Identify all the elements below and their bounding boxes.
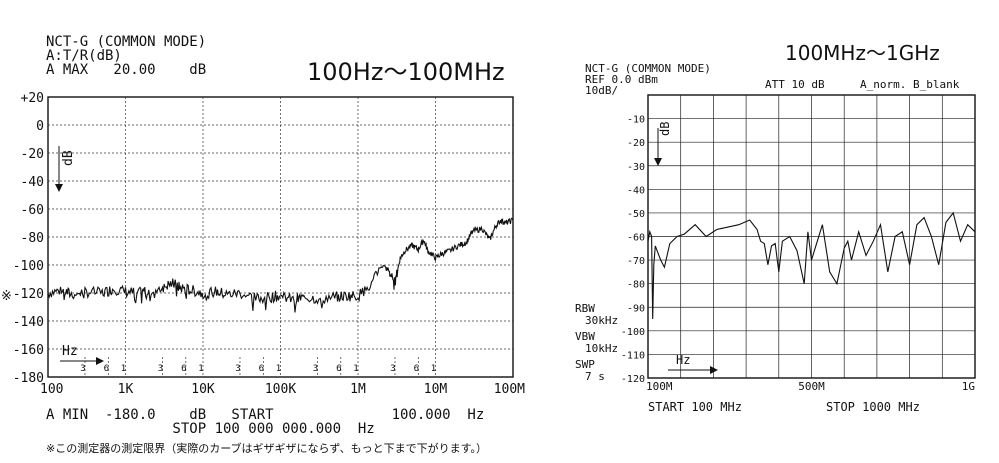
right-unit-arrow-head — [654, 158, 662, 166]
left-minor-digit: 3 — [80, 364, 85, 374]
left-minor-digit: 6 — [104, 364, 109, 374]
left-grid — [48, 97, 513, 377]
right-header-line-1: NCT-G (COMMON MODE) — [585, 62, 711, 75]
left-y-tick-label: -120 — [13, 287, 44, 302]
right-grid — [648, 95, 975, 378]
left-y-tick-label: +20 — [21, 91, 44, 106]
right-y-tick-label: -80 — [627, 280, 645, 291]
left-x-tick-label: 1K — [118, 382, 134, 397]
right-side-label: 30kHz — [585, 314, 618, 327]
left-y-tick-label: -160 — [13, 343, 44, 358]
right-y-tick-label: -110 — [621, 350, 645, 361]
right-x-axis-arrow-head — [710, 366, 718, 374]
right-footer-start: START 100 MHz — [648, 400, 742, 414]
right-side-label: RBW — [575, 302, 595, 315]
left-y-axis: +20 0 -20 -40 -60 -80 -100 -120 -140 -160 -180 — [13, 91, 44, 386]
left-limit-marker: ※ — [1, 289, 12, 304]
left-y-tick-label: 0 — [36, 119, 44, 134]
left-minor-digits: 3 6 1 3 6 1 3 6 1 3 6 1 3 6 1 — [80, 364, 436, 374]
left-y-tick-label: -20 — [21, 147, 44, 162]
right-y-tick-label: -60 — [627, 233, 645, 244]
left-x-axis-arrow-head — [96, 357, 104, 365]
left-minor-digit: 1 — [276, 364, 281, 374]
left-minor-digit: 1 — [431, 364, 436, 374]
left-minor-digit: 3 — [390, 364, 395, 374]
right-y-axis: -10 -20 -30 -40 -50 -60 -70 -80 -90 -100 -110 -120 — [621, 115, 645, 385]
right-y-tick-label: -30 — [627, 162, 645, 173]
right-x-tick-label: 1G — [962, 380, 975, 393]
right-chart-title: 100MHz〜1GHz — [785, 41, 940, 65]
left-minor-digit: 3 — [235, 364, 240, 374]
right-y-tick-label: -70 — [627, 256, 645, 267]
left-header-line-3: A MAX 20.00 dB — [46, 62, 206, 78]
left-header-line-2: A:T/R(dB) — [46, 48, 122, 64]
left-chart-title: 100Hz〜100MHz — [307, 58, 505, 86]
left-minor-digit: 6 — [259, 364, 264, 374]
right-trace-label: A_norm. B_blank — [860, 78, 960, 91]
left-minor-digit: 6 — [181, 364, 186, 374]
right-y-tick-label: -90 — [627, 303, 645, 314]
right-y-tick-label: -120 — [621, 374, 645, 385]
right-y-tick-label: -10 — [627, 115, 645, 126]
right-header-line-2: REF 0.0 dBm — [585, 73, 658, 86]
left-footer-line-2: STOP 100 000 000.000 Hz — [46, 421, 375, 437]
left-y-tick-label: -40 — [21, 175, 44, 190]
left-x-tick-label: 100K — [265, 382, 296, 397]
left-x-tick-label: 1M — [350, 382, 366, 397]
left-y-tick-label: -100 — [13, 259, 44, 274]
right-header-line-3: 10dB/ — [585, 84, 618, 97]
right-x-tick-label: 100M — [646, 380, 673, 393]
right-x-axis-label: Hz — [676, 353, 690, 367]
left-x-tick-label: 100M — [494, 382, 525, 397]
right-unit-label: dB — [658, 122, 672, 136]
right-side-label: SWP — [575, 358, 595, 371]
left-minor-digit: 1 — [353, 364, 358, 374]
left-y-tick-label: -60 — [21, 203, 44, 218]
right-y-tick-label: -40 — [627, 185, 645, 196]
right-y-tick-label: -100 — [621, 327, 645, 338]
left-minor-digit: 3 — [158, 364, 163, 374]
right-x-tick-label: 500M — [798, 380, 825, 393]
left-minor-digit: 1 — [121, 364, 126, 374]
left-x-tick-label: 100 — [40, 382, 63, 397]
right-side-label: 10kHz — [585, 342, 618, 355]
left-minor-digit: 6 — [414, 364, 419, 374]
left-minor-digit: 3 — [313, 364, 318, 374]
left-x-tick-label: 10M — [424, 382, 448, 397]
right-side-label: VBW — [575, 330, 595, 343]
right-footer-stop: STOP 1000 MHz — [826, 400, 920, 414]
left-x-tick-label: 10K — [191, 382, 215, 397]
right-x-axis: 100M 500M 1G — [646, 380, 975, 393]
left-y-tick-label: -180 — [13, 371, 44, 386]
right-side-label: 7 s — [585, 370, 605, 383]
left-x-axis-label: Hz — [62, 344, 78, 359]
left-x-axis: 100 1K 10K 100K 1M 10M 100M — [40, 382, 525, 397]
left-unit-arrow-head — [55, 184, 63, 192]
right-y-tick-label: -50 — [627, 209, 645, 220]
left-minor-digit: 1 — [198, 364, 203, 374]
left-footer-line-1: A MIN -180.0 dB START 100.000 Hz — [46, 407, 484, 423]
right-att-label: ATT 10 dB — [765, 78, 825, 91]
right-series-line — [647, 211, 976, 320]
left-minor-digit: 6 — [336, 364, 341, 374]
left-y-tick-label: -140 — [13, 315, 44, 330]
left-y-tick-label: -80 — [21, 231, 44, 246]
right-y-tick-label: -20 — [627, 138, 645, 149]
left-header-line-1: NCT-G (COMMON MODE) — [46, 34, 206, 50]
left-series-line — [47, 217, 514, 313]
footnote: ※この測定器の測定限界（実際のカーブはギザギザにならず、もっと下まで下がります。… — [46, 441, 487, 455]
left-unit-label: dB — [61, 150, 76, 166]
